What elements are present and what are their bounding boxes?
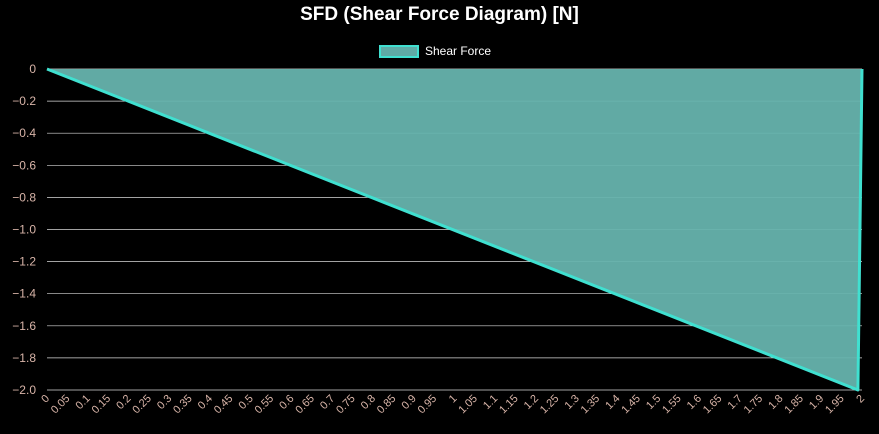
x-tick-label: 0.15 bbox=[90, 393, 114, 417]
x-tick-label: 0.55 bbox=[253, 393, 277, 417]
y-tick-label: 0 bbox=[29, 62, 36, 76]
x-tick-label: 1.25 bbox=[538, 393, 562, 417]
x-tick-label: 1.45 bbox=[619, 393, 643, 417]
y-tick-label: −1.4 bbox=[12, 287, 36, 301]
x-tick-label: 1.85 bbox=[782, 393, 806, 417]
x-tick-label: 1.95 bbox=[823, 393, 847, 417]
x-tick-label: 0.45 bbox=[212, 393, 236, 417]
y-tick-label: −0.6 bbox=[12, 158, 36, 172]
y-tick-label: −0.8 bbox=[12, 190, 36, 204]
x-tick-label: 0.05 bbox=[49, 393, 73, 417]
legend[interactable]: Shear Force bbox=[379, 43, 491, 59]
x-tick-label: 1.15 bbox=[497, 393, 521, 417]
y-tick-label: −0.4 bbox=[12, 126, 36, 140]
y-axis-ticks: 0 −0.2 −0.4 −0.6 −0.8 −1.0 −1.2 −1.4 −1.6 −1.8 −2.… bbox=[12, 62, 36, 397]
x-tick-label: 0.35 bbox=[171, 393, 195, 417]
x-tick-label: 0.65 bbox=[293, 393, 317, 417]
chart-title: SFD (Shear Force Diagram) [N] bbox=[300, 4, 579, 25]
x-tick-label: 1.05 bbox=[456, 393, 480, 417]
legend-swatch bbox=[379, 44, 419, 58]
x-tick-label: 1 bbox=[447, 393, 460, 406]
x-tick-label: 0.75 bbox=[334, 393, 358, 417]
x-axis-ticks: 00.05 0.10.15 0.20.25 0.30.35 0.40.45 0.50.55… bbox=[39, 393, 867, 417]
y-tick-label: −1.0 bbox=[12, 223, 36, 237]
data-area bbox=[46, 67, 864, 392]
y-tick-label: −1.6 bbox=[12, 319, 36, 333]
y-tick-label: −0.2 bbox=[12, 94, 36, 108]
series-line bbox=[46, 67, 864, 392]
legend-label: Shear Force bbox=[425, 44, 492, 58]
y-tick-label: −2.0 bbox=[12, 383, 36, 397]
x-tick-label: 1.55 bbox=[660, 393, 684, 417]
y-tick-label: −1.8 bbox=[12, 351, 36, 365]
x-tick-label: 2 bbox=[854, 393, 867, 406]
x-tick-label: 1.65 bbox=[701, 393, 725, 417]
x-tick-label: 0.25 bbox=[130, 393, 154, 417]
x-tick-label: 1.35 bbox=[579, 393, 603, 417]
x-tick-label: 0.95 bbox=[416, 393, 440, 417]
x-tick-label: 0 bbox=[39, 393, 52, 406]
y-tick-label: −1.2 bbox=[12, 255, 36, 269]
x-tick-label: 0.85 bbox=[375, 393, 399, 417]
x-tick-label: 1.75 bbox=[742, 393, 766, 417]
